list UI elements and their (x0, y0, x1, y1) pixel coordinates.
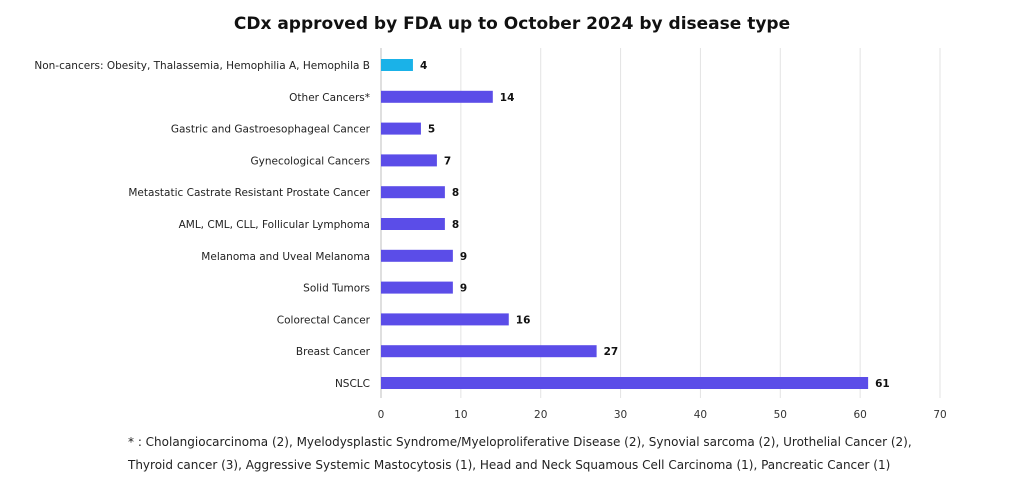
bar (381, 59, 413, 71)
x-tick-label: 10 (454, 409, 467, 421)
bar (381, 345, 597, 358)
labels: 0 10 20 30 40 50 60 70 Non-cancers: Obesity, Tha… (34, 60, 946, 421)
bar (381, 249, 453, 262)
bar (381, 122, 421, 135)
bar (381, 218, 445, 230)
category-label: Colorectal Cancer (277, 314, 371, 326)
bar (381, 186, 445, 199)
category-label: Gastric and Gastroesophageal Cancer (171, 124, 371, 136)
x-tick-label: 50 (774, 409, 787, 421)
data-label: 14 (500, 92, 515, 104)
data-label: 8 (452, 219, 459, 231)
x-tick-label: 30 (614, 409, 627, 421)
data-label: 16 (516, 314, 531, 326)
data-label: 8 (452, 187, 459, 199)
data-label: 5 (428, 124, 435, 136)
category-label: Melanoma and Uveal Melanoma (201, 251, 370, 263)
bar (381, 377, 869, 389)
x-tick-label: 20 (534, 409, 547, 421)
chart-title: CDx approved by FDA up to October 2024 b… (233, 14, 791, 34)
footnote-line-2: Thyroid cancer (3), Aggressive Systemic … (128, 458, 891, 472)
data-label: 61 (875, 378, 890, 390)
category-label: Non-cancers: Obesity, Thalassemia, Hemop… (34, 60, 370, 72)
data-label: 4 (420, 60, 427, 72)
bar (381, 154, 437, 167)
data-label: 9 (460, 251, 467, 263)
data-label: 9 (460, 283, 467, 295)
footnote-line-1: * : Cholangiocarcinoma (2), Myelodysplas… (128, 435, 912, 449)
category-label: Gynecological Cancers (251, 155, 371, 167)
category-label: Breast Cancer (296, 346, 371, 358)
bar (381, 313, 509, 326)
bar (381, 90, 493, 103)
bars (381, 59, 869, 389)
category-label: Solid Tumors (303, 283, 370, 295)
x-tick-label: 60 (853, 409, 866, 421)
category-label: Other Cancers* (289, 92, 370, 104)
category-label: Metastatic Castrate Resistant Prostate C… (128, 187, 370, 199)
bar (381, 281, 453, 294)
data-label: 27 (604, 346, 619, 358)
category-label: AML, CML, CLL, Follicular Lymphoma (179, 219, 370, 231)
x-tick-label: 0 (378, 409, 385, 421)
category-label: NSCLC (335, 378, 370, 390)
data-label: 7 (444, 155, 451, 167)
x-tick-label: 70 (933, 409, 946, 421)
x-tick-label: 40 (694, 409, 707, 421)
